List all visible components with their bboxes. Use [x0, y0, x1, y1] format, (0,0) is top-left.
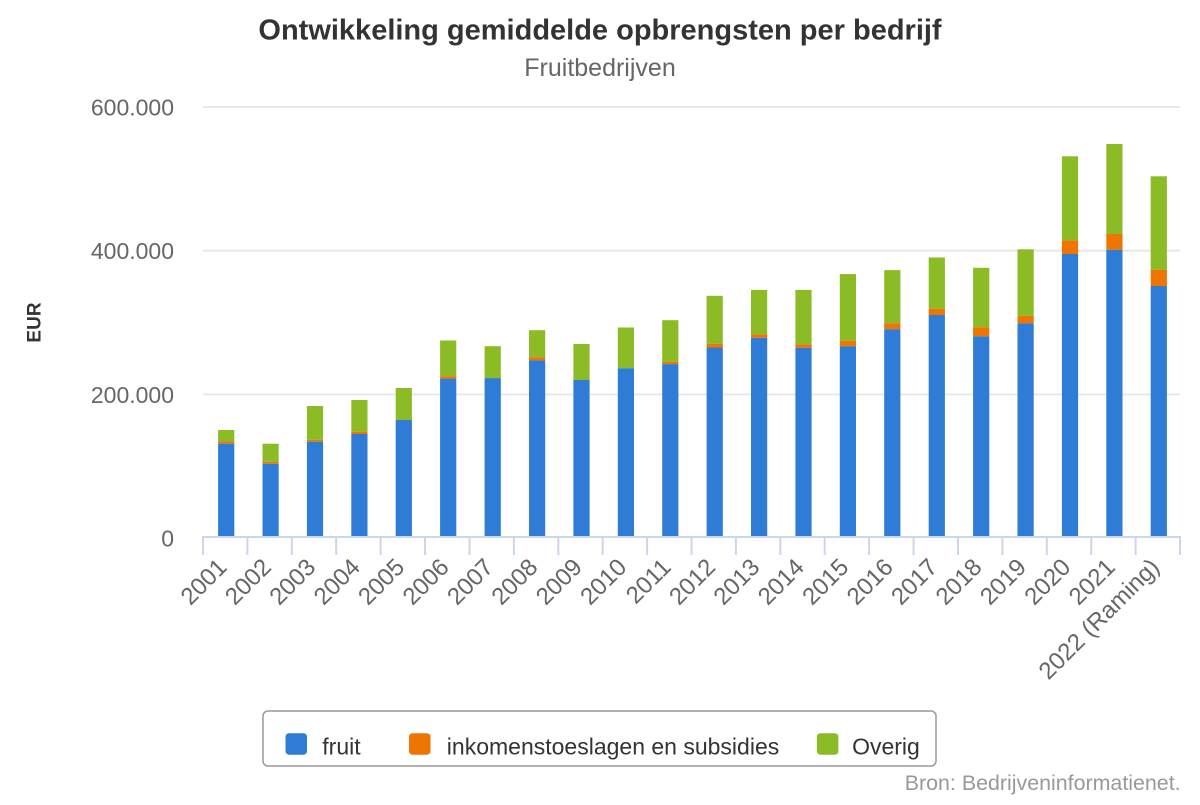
svg-text:200.000: 200.000 [91, 382, 174, 408]
svg-text:Fruitbedrijven: Fruitbedrijven [524, 54, 675, 82]
svg-text:inkomenstoeslagen en subsidies: inkomenstoeslagen en subsidies [447, 733, 779, 759]
svg-text:Overig: Overig [852, 733, 920, 759]
svg-text:Bron: Bedrijveninformatienet.: Bron: Bedrijveninformatienet. [905, 771, 1181, 795]
svg-text:EUR: EUR [25, 302, 46, 342]
svg-text:600.000: 600.000 [91, 94, 174, 120]
svg-text:fruit: fruit [322, 733, 361, 759]
svg-text:Ontwikkeling gemiddelde opbren: Ontwikkeling gemiddelde opbrengsten per … [258, 15, 942, 47]
svg-text:400.000: 400.000 [91, 238, 174, 264]
svg-text:0: 0 [161, 525, 174, 551]
